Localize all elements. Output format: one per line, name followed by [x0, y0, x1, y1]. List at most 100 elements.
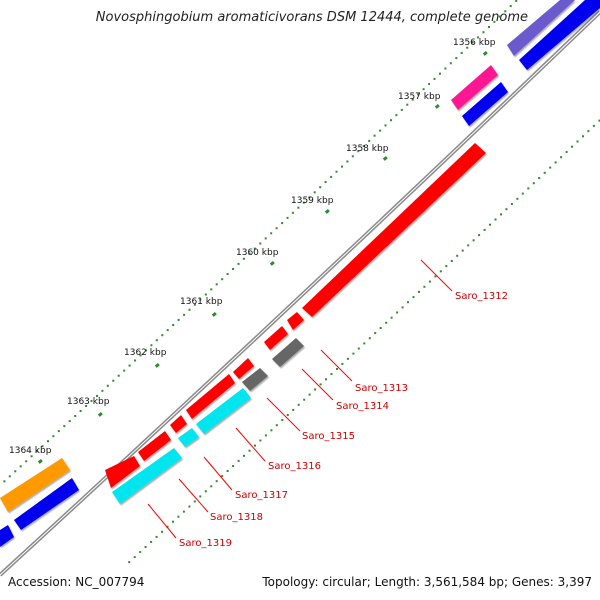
tick-dot: [237, 459, 240, 462]
tick-dot: [96, 394, 98, 397]
gene-label-saro-1319[interactable]: Saro_1319: [179, 538, 232, 549]
tick-dot: [161, 530, 163, 533]
tick-dot: [461, 249, 464, 252]
tick-dot: [351, 155, 354, 158]
gene-label-saro-1317[interactable]: Saro_1317: [235, 490, 288, 501]
tick-dot: [226, 273, 229, 276]
tick-dot: [471, 41, 474, 44]
gene-cyan-a[interactable]: [196, 388, 251, 434]
gene-blue-a[interactable]: [14, 478, 79, 530]
tick-dot: [373, 134, 376, 137]
tick-dot: [14, 470, 17, 473]
tick-dot: [384, 124, 387, 127]
tick-dot: [308, 393, 311, 396]
tick-dot: [407, 301, 409, 304]
tick-marker: [211, 311, 217, 317]
gene-label-saro-1312[interactable]: Saro_1312: [455, 291, 508, 302]
gene-slate[interactable]: [507, 0, 575, 56]
tick-dot: [259, 439, 262, 442]
gene-saro-1318[interactable]: [138, 431, 171, 461]
tick-dot: [576, 140, 579, 143]
tick-dot: [183, 313, 186, 316]
gene-blue-b[interactable]: [0, 525, 14, 547]
gene-gray-1316[interactable]: [242, 368, 268, 391]
tick-label: 1361 kbp: [180, 297, 223, 307]
tick-marker: [382, 155, 388, 161]
gene-saro-1317b[interactable]: [170, 415, 187, 433]
gene-cyan-c[interactable]: [112, 448, 182, 504]
callout-line: [235, 427, 266, 462]
tick-dot: [177, 515, 180, 518]
tick-dot: [303, 398, 306, 401]
gene-orange[interactable]: [0, 458, 70, 512]
tick-dot: [434, 275, 437, 278]
tick-dot: [504, 10, 507, 13]
tick-dot: [85, 405, 88, 407]
tick-dot: [128, 364, 131, 367]
gene-saro-1312[interactable]: [302, 143, 486, 317]
tick-labels: 1356 kbp 1357 kbp 1358 kbp 1359 kbp 1360…: [9, 38, 496, 456]
tick-dot: [493, 20, 496, 23]
tick-dot: [128, 561, 131, 564]
tick-dot: [145, 349, 147, 352]
tick-dot: [210, 485, 213, 488]
tick-dot: [363, 342, 366, 345]
tick-dot: [155, 535, 158, 538]
accession-text: Accession: NC_007794: [8, 575, 145, 589]
gene-label-saro-1315[interactable]: Saro_1315: [302, 431, 355, 442]
tick-dot: [411, 98, 414, 101]
tick-dot: [592, 124, 595, 127]
tick-dot: [134, 359, 137, 362]
gene-label-saro-1314[interactable]: Saro_1314: [336, 401, 389, 412]
tick-dot: [74, 415, 77, 417]
tick-dot: [188, 505, 191, 508]
tick-dot: [242, 257, 245, 260]
tick-dot: [215, 283, 218, 286]
tick-dot: [549, 166, 552, 169]
tick-dot: [63, 425, 66, 428]
tick-marker: [37, 458, 43, 464]
tick-dot: [439, 72, 441, 75]
tick-dot: [313, 191, 316, 194]
tick-dot: [379, 129, 382, 132]
tick-marker: [482, 50, 488, 56]
tick-dot: [319, 186, 322, 189]
tick-dot: [193, 500, 196, 503]
tick-marker: [434, 103, 440, 109]
tick-dot: [330, 175, 333, 178]
tick-dot: [259, 242, 262, 245]
tick-dot: [243, 454, 245, 457]
gene-cyan-b[interactable]: [178, 428, 199, 447]
tick-dot: [199, 495, 202, 498]
gene-label-saro-1318[interactable]: Saro_1318: [210, 512, 263, 523]
tick-dot: [418, 290, 420, 293]
tick-dot: [150, 344, 153, 347]
tick-dot: [237, 262, 240, 265]
tick-dot: [439, 270, 442, 273]
genome-backbone: [0, 10, 600, 577]
tick-dot: [177, 318, 180, 321]
tick-dot: [325, 378, 327, 381]
tick-marker: [324, 208, 330, 214]
tick-marker: [269, 260, 275, 266]
gene-saro-1315[interactable]: [264, 326, 288, 350]
tick-dot: [286, 216, 289, 219]
gene-saro-1313[interactable]: [287, 312, 304, 330]
tick-dot: [254, 444, 256, 447]
tick-dot: [106, 384, 109, 387]
tick-dot: [79, 410, 82, 412]
gene-saro-1316[interactable]: [233, 358, 254, 379]
gene-saro-1317[interactable]: [186, 374, 235, 419]
tick-dot: [527, 187, 530, 190]
tick-dot: [560, 156, 563, 159]
gene-blue-c[interactable]: [462, 82, 508, 126]
gene-saro-1319[interactable]: [105, 456, 140, 488]
gene-magenta[interactable]: [451, 65, 498, 110]
tick-markers: [37, 50, 488, 464]
gene-label-saro-1316[interactable]: Saro_1316: [268, 461, 321, 472]
tick-dot: [582, 135, 584, 138]
tick-dot: [423, 285, 426, 288]
gene-label-saro-1313[interactable]: Saro_1313: [355, 383, 408, 394]
gene-blue-d[interactable]: [519, 0, 600, 70]
gene-gray-1314[interactable]: [272, 338, 304, 367]
